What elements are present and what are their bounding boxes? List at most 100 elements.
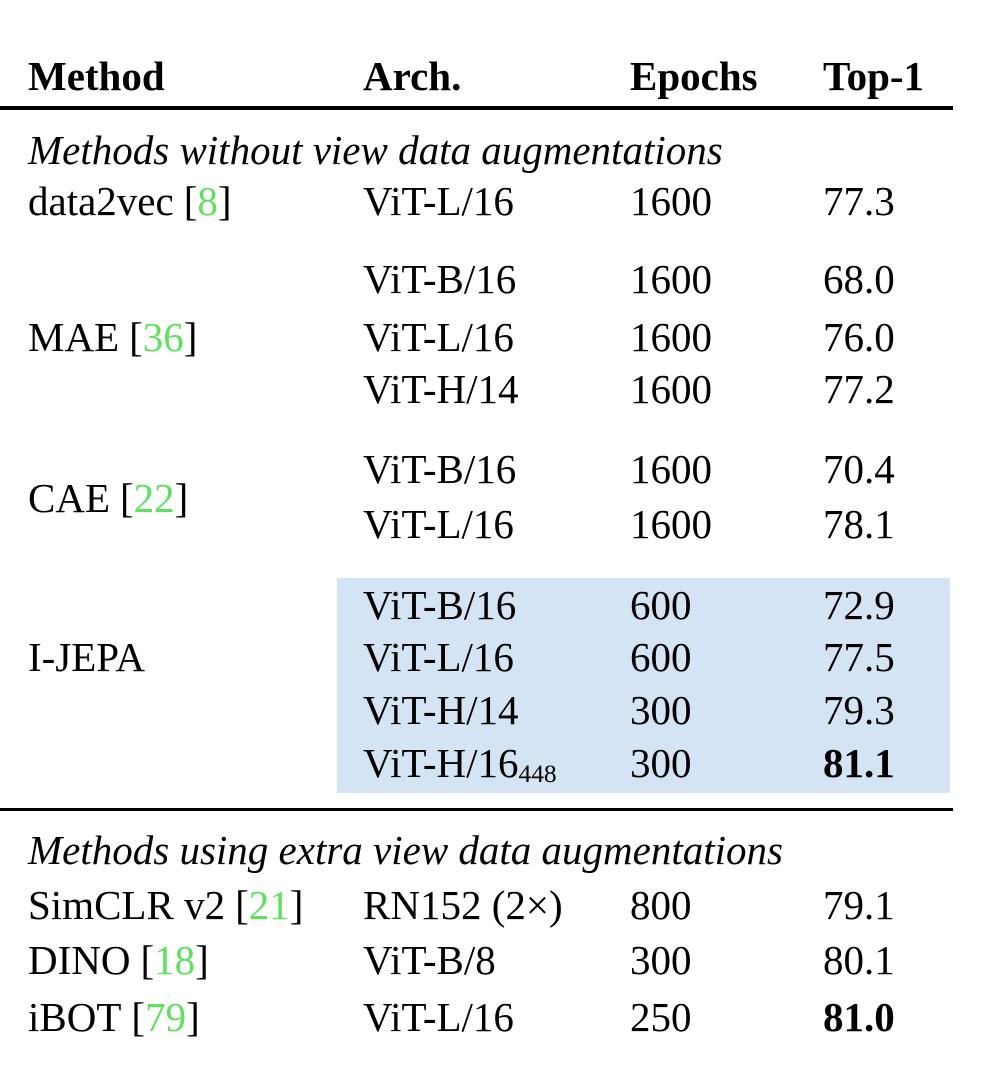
table-row: DINO [18] ViT-B/8 300 80.1 [0, 933, 1004, 987]
close-bracket: ] [183, 314, 198, 360]
arch-cell: ViT-H/14 [363, 366, 519, 412]
open-bracket: [ [183, 178, 198, 224]
method-label: I-JEPA [28, 630, 145, 684]
ijepa-highlight-band [337, 578, 950, 793]
epochs-cell: 600 [630, 582, 692, 628]
method-name: MAE [28, 314, 120, 360]
citation-link[interactable]: 18 [154, 937, 196, 983]
table-row: MAE [36] ViT-L/16 1600 76.0 [0, 310, 1004, 364]
epochs-cell: 1600 [630, 366, 712, 412]
header-rule [0, 106, 953, 110]
section-title-extra-augmentations: Methods using extra view data augmentati… [28, 827, 783, 873]
top1-cell: 80.1 [823, 937, 895, 983]
arch-text: ViT-H/16 [363, 740, 519, 786]
top1-cell: 81.1 [823, 740, 895, 786]
epochs-cell: 800 [630, 882, 692, 928]
column-header-method: Method [28, 53, 165, 99]
section-title-row: Methods without view data augmentations [0, 123, 1004, 177]
citation-bracket: [36] [129, 314, 197, 360]
arch-cell: ViT-H/14 [363, 687, 519, 733]
method-label: iBOT [79] [28, 990, 200, 1044]
table-header-row: Method Arch. Epochs Top-1 [0, 49, 1004, 103]
arch-cell: ViT-L/16 [363, 634, 514, 680]
column-header-epochs: Epochs [630, 53, 758, 99]
top1-cell: 77.5 [823, 634, 895, 680]
method-name: I-JEPA [28, 634, 145, 680]
citation-bracket: [8] [184, 178, 232, 224]
column-header-top1: Top-1 [823, 53, 925, 99]
close-bracket: ] [289, 882, 304, 928]
method-label: MAE [36] [28, 310, 197, 364]
open-bracket: [ [235, 882, 249, 928]
close-bracket: ] [186, 994, 200, 1040]
table-row: data2vec [8] ViT-L/16 1600 77.3 [0, 174, 1004, 228]
method-name: iBOT [28, 994, 122, 1040]
close-bracket: ] [195, 937, 209, 983]
epochs-cell: 300 [630, 687, 692, 733]
method-label: SimCLR v2 [21] [28, 878, 303, 932]
table-row: ViT-B/16 1600 70.4 [0, 442, 1004, 496]
table-row: ViT-B/16 600 72.9 [0, 578, 1004, 632]
arch-cell: ViT-B/16 [363, 446, 517, 492]
epochs-cell: 600 [630, 634, 692, 680]
open-bracket: [ [140, 937, 155, 983]
top1-cell: 81.0 [823, 994, 895, 1040]
top1-cell: 72.9 [823, 582, 895, 628]
arch-cell: ViT-H/16448 [363, 736, 557, 790]
arch-cell: ViT-B/8 [363, 937, 496, 983]
epochs-cell: 300 [630, 937, 692, 983]
open-bracket: [ [131, 994, 146, 1040]
top1-cell: 77.3 [823, 178, 895, 224]
citation-bracket: [79] [131, 994, 199, 1040]
column-header-arch: Arch. [363, 53, 462, 99]
top1-cell: 79.1 [823, 882, 895, 928]
method-name: DINO [28, 937, 131, 983]
method-label: DINO [18] [28, 933, 209, 987]
citation-bracket: [18] [140, 937, 208, 983]
method-label: CAE [22] [28, 471, 188, 525]
citation-link[interactable]: 79 [145, 994, 187, 1040]
method-name: CAE [28, 475, 110, 521]
citation-bracket: [22] [120, 475, 188, 521]
table-row: ViT-B/16 1600 68.0 [0, 252, 1004, 306]
arch-subscript: 448 [518, 759, 557, 788]
section-title-no-augmentations: Methods without view data augmentations [28, 127, 723, 173]
citation-link[interactable]: 22 [133, 475, 175, 521]
method-label-row: CAE [22] [0, 471, 1004, 525]
close-bracket: ] [217, 178, 232, 224]
table-row: ViT-H/14 300 79.3 [0, 683, 1004, 737]
arch-cell: ViT-L/16 [363, 994, 514, 1040]
top1-cell: 68.0 [823, 256, 895, 302]
top1-cell: 70.4 [823, 446, 895, 492]
close-bracket: ] [174, 475, 189, 521]
method-name: SimCLR v2 [28, 882, 226, 928]
top1-cell: 77.2 [823, 366, 895, 412]
epochs-cell: 1600 [630, 446, 712, 492]
top1-cell: 79.3 [823, 687, 895, 733]
method-label: data2vec [8] [28, 174, 232, 228]
citation-bracket: [21] [235, 882, 303, 928]
open-bracket: [ [129, 314, 143, 360]
epochs-cell: 250 [630, 994, 692, 1040]
epochs-cell: 1600 [630, 314, 712, 360]
epochs-cell: 1600 [630, 178, 712, 224]
epochs-cell: 1600 [630, 256, 712, 302]
arch-cell: ViT-B/16 [363, 256, 517, 302]
table-row: ViT-H/16448 300 81.1 [0, 736, 1004, 790]
arch-cell: ViT-L/16 [363, 178, 514, 224]
method-name: data2vec [28, 178, 174, 224]
epochs-cell: 1600 [630, 501, 712, 547]
citation-link[interactable]: 8 [197, 178, 218, 224]
arch-cell: ViT-L/16 [363, 501, 514, 547]
table-row: SimCLR v2 [21] RN152 (2×) 800 79.1 [0, 878, 1004, 932]
arch-cell: ViT-L/16 [363, 314, 514, 360]
citation-link[interactable]: 36 [142, 314, 184, 360]
citation-link[interactable]: 21 [248, 882, 290, 928]
table-row: I-JEPA ViT-L/16 600 77.5 [0, 630, 1004, 684]
top1-cell: 78.1 [823, 501, 895, 547]
section-divider-rule [0, 808, 953, 811]
table-row: ViT-L/16 1600 78.1 [0, 497, 1004, 551]
table-row: ViT-H/14 1600 77.2 [0, 362, 1004, 416]
arch-cell: ViT-B/16 [363, 582, 517, 628]
